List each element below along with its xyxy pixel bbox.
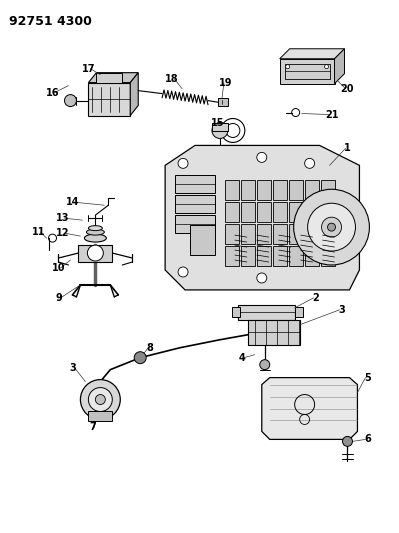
Text: 3: 3: [338, 305, 345, 315]
Text: 3: 3: [69, 362, 76, 373]
Bar: [257, 246, 271, 266]
Text: 11: 11: [32, 227, 45, 237]
Polygon shape: [280, 49, 344, 59]
Bar: [304, 180, 318, 200]
Text: 12: 12: [56, 228, 69, 238]
Text: 92751 4300: 92751 4300: [9, 15, 91, 28]
Polygon shape: [79, 245, 112, 262]
Bar: [225, 180, 239, 200]
Text: 1: 1: [344, 143, 351, 154]
Bar: [304, 202, 318, 222]
Bar: [241, 180, 255, 200]
Circle shape: [294, 189, 369, 265]
Circle shape: [95, 394, 105, 405]
Bar: [320, 202, 334, 222]
Bar: [225, 202, 239, 222]
Circle shape: [322, 217, 342, 237]
Bar: [241, 224, 255, 244]
Polygon shape: [238, 305, 295, 320]
Polygon shape: [262, 377, 358, 439]
Bar: [175, 195, 215, 213]
Bar: [241, 202, 255, 222]
Bar: [320, 246, 334, 266]
Circle shape: [178, 267, 188, 277]
Bar: [289, 202, 302, 222]
Text: 15: 15: [211, 117, 225, 127]
Polygon shape: [218, 98, 228, 106]
Bar: [257, 224, 271, 244]
Circle shape: [134, 352, 146, 364]
Circle shape: [178, 158, 188, 168]
Bar: [285, 64, 330, 79]
Text: 19: 19: [219, 78, 233, 87]
Bar: [273, 180, 287, 200]
Bar: [175, 215, 215, 233]
Circle shape: [81, 379, 120, 419]
Polygon shape: [89, 72, 138, 83]
Bar: [273, 224, 287, 244]
Circle shape: [286, 64, 290, 69]
Circle shape: [87, 245, 103, 261]
Text: 4: 4: [239, 353, 245, 362]
Bar: [257, 180, 271, 200]
Circle shape: [212, 123, 228, 139]
Bar: [232, 307, 240, 317]
Ellipse shape: [89, 225, 102, 231]
Bar: [225, 224, 239, 244]
Text: 7: 7: [89, 423, 96, 432]
Circle shape: [89, 387, 112, 411]
Bar: [241, 246, 255, 266]
Bar: [225, 246, 239, 266]
Circle shape: [308, 203, 356, 251]
Text: 13: 13: [56, 213, 69, 223]
Bar: [97, 72, 122, 83]
Bar: [289, 246, 302, 266]
Bar: [257, 202, 271, 222]
Text: 10: 10: [52, 263, 65, 273]
Bar: [304, 224, 318, 244]
Circle shape: [342, 437, 352, 446]
Circle shape: [65, 94, 77, 107]
Ellipse shape: [87, 229, 104, 235]
Text: 14: 14: [66, 197, 79, 207]
Bar: [304, 246, 318, 266]
Polygon shape: [334, 49, 344, 84]
Circle shape: [260, 360, 270, 370]
Circle shape: [328, 223, 336, 231]
Text: 8: 8: [147, 343, 154, 353]
Text: 17: 17: [82, 63, 95, 74]
Bar: [273, 246, 287, 266]
Text: 2: 2: [312, 293, 319, 303]
Text: 16: 16: [46, 87, 59, 98]
Polygon shape: [130, 72, 138, 116]
Circle shape: [304, 158, 314, 168]
Bar: [295, 307, 302, 317]
Text: 21: 21: [325, 109, 338, 119]
Bar: [289, 224, 302, 244]
Text: 18: 18: [165, 74, 179, 84]
Polygon shape: [89, 83, 130, 116]
Bar: [320, 224, 334, 244]
Circle shape: [324, 64, 328, 69]
Ellipse shape: [85, 234, 106, 242]
Text: 6: 6: [364, 434, 371, 445]
Text: 9: 9: [55, 293, 62, 303]
Bar: [212, 124, 228, 132]
Bar: [175, 175, 215, 193]
Bar: [190, 225, 215, 255]
Bar: [320, 180, 334, 200]
Text: 20: 20: [341, 84, 354, 94]
Bar: [273, 202, 287, 222]
Bar: [289, 180, 302, 200]
Text: 5: 5: [364, 373, 371, 383]
Polygon shape: [248, 320, 300, 345]
Circle shape: [257, 152, 267, 163]
Bar: [89, 411, 112, 422]
Polygon shape: [165, 146, 359, 290]
Polygon shape: [280, 59, 334, 84]
Circle shape: [257, 273, 267, 283]
